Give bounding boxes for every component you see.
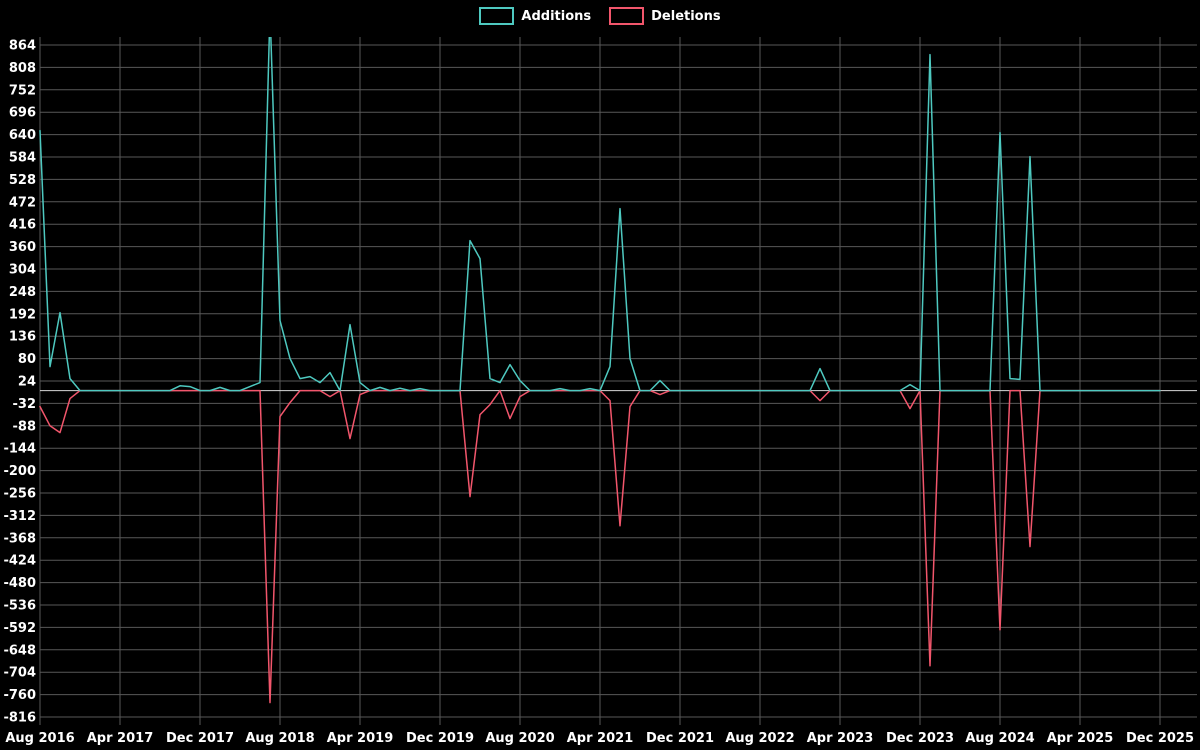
y-axis-tick-label: 696 xyxy=(9,106,36,121)
y-axis-tick-label: -760 xyxy=(3,688,36,703)
series-line-additions xyxy=(39,37,1161,392)
y-axis-tick-label: -648 xyxy=(3,643,36,658)
y-axis-tick-label: -480 xyxy=(3,576,36,591)
x-axis-tick-label: Aug 2024 xyxy=(965,731,1034,746)
y-axis-tick-label: -816 xyxy=(3,711,36,726)
additions-swatch-icon xyxy=(479,7,515,25)
y-axis-tick-label: 808 xyxy=(9,61,36,76)
y-axis-tick-label: 136 xyxy=(9,330,36,345)
y-axis-tick-label: 416 xyxy=(9,218,36,233)
y-axis-tick-label: 80 xyxy=(18,352,36,367)
x-axis-tick-label: Apr 2021 xyxy=(567,731,634,746)
legend-item-additions[interactable]: Additions xyxy=(479,7,591,25)
legend-label-deletions: Deletions xyxy=(651,8,721,24)
x-axis-tick-label: Dec 2023 xyxy=(886,731,954,746)
x-axis-tick-label: Apr 2019 xyxy=(327,731,394,746)
chart-legend: Additions Deletions xyxy=(0,7,1200,25)
y-axis-tick-label: 304 xyxy=(9,263,36,278)
y-axis-tick-label: 192 xyxy=(9,307,36,322)
legend-item-deletions[interactable]: Deletions xyxy=(609,7,721,25)
y-axis-tick-label: -312 xyxy=(3,509,36,524)
y-axis-tick-label: 584 xyxy=(9,151,36,166)
x-axis-tick-label: Aug 2022 xyxy=(725,731,794,746)
y-axis-tick-label: -144 xyxy=(3,442,36,457)
y-axis-tick-label: -536 xyxy=(3,599,36,614)
y-axis-tick-label: 752 xyxy=(9,83,36,98)
y-axis-tick-label: -368 xyxy=(3,531,36,546)
x-axis-tick-label: Dec 2019 xyxy=(406,731,474,746)
legend-label-additions: Additions xyxy=(521,8,592,24)
y-axis-tick-label: -704 xyxy=(3,666,36,681)
y-axis-tick-label: -592 xyxy=(3,621,36,636)
x-axis-tick-label: Apr 2025 xyxy=(1047,731,1114,746)
deletions-swatch-icon xyxy=(609,7,645,25)
x-axis-tick-label: Dec 2021 xyxy=(646,731,714,746)
x-axis-tick-label: Aug 2018 xyxy=(245,731,314,746)
x-axis-tick-label: Aug 2016 xyxy=(5,731,74,746)
x-axis-tick-label: Dec 2017 xyxy=(166,731,234,746)
y-axis-tick-label: 472 xyxy=(9,195,36,210)
y-axis-tick-label: 864 xyxy=(9,39,36,54)
y-axis-tick-label: 248 xyxy=(9,285,36,300)
y-axis-tick-label: -88 xyxy=(13,419,37,434)
y-axis-tick-label: 640 xyxy=(9,128,36,143)
y-axis-tick-label: -200 xyxy=(3,464,36,479)
y-axis-tick-label: -32 xyxy=(13,397,37,412)
y-axis-tick-label: -424 xyxy=(3,554,36,569)
x-axis-tick-label: Dec 2025 xyxy=(1126,731,1194,746)
y-axis-tick-label: 360 xyxy=(9,240,36,255)
x-axis-tick-label: Apr 2017 xyxy=(87,731,154,746)
y-axis-tick-label: 528 xyxy=(9,173,36,188)
y-axis-tick-label: 24 xyxy=(18,375,36,390)
x-axis-tick-label: Aug 2020 xyxy=(485,731,554,746)
y-axis-tick-label: -256 xyxy=(3,487,36,502)
x-axis-tick-label: Apr 2023 xyxy=(807,731,874,746)
